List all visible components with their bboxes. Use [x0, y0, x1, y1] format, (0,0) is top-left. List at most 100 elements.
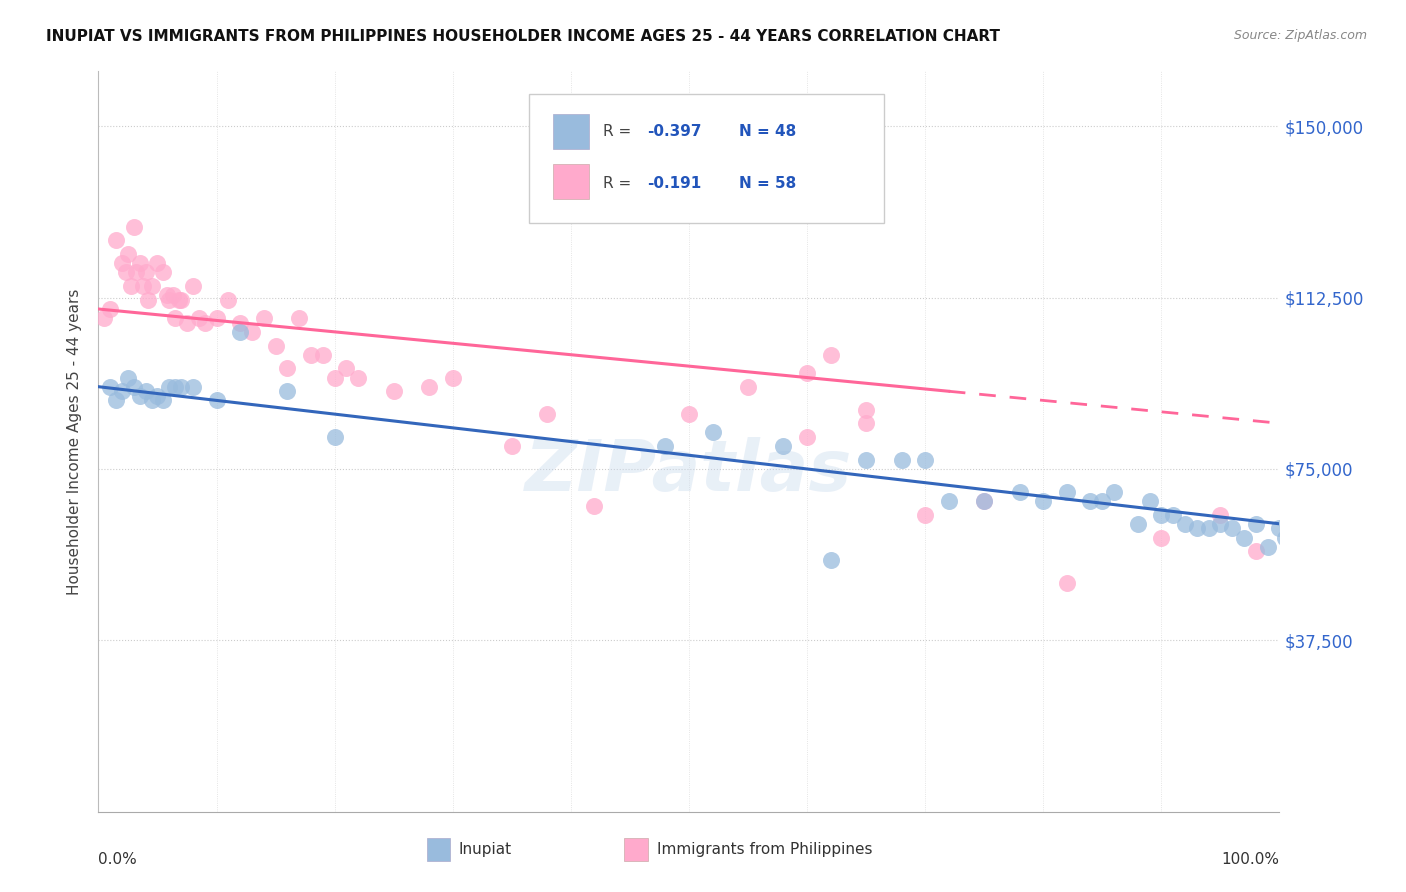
Text: Source: ZipAtlas.com: Source: ZipAtlas.com [1233, 29, 1367, 43]
Point [229, 316, 252, 330]
Point [167, 293, 190, 307]
Point [1091, 494, 1114, 508]
Point [128, 256, 150, 270]
Point [1150, 508, 1173, 522]
Point [1233, 531, 1256, 545]
Point [796, 366, 818, 380]
Point [654, 439, 676, 453]
Point [156, 288, 179, 302]
Point [536, 407, 558, 421]
Point [1008, 484, 1031, 499]
Point [914, 508, 936, 522]
Point [1185, 521, 1208, 535]
Point [1279, 521, 1302, 535]
Point [122, 380, 145, 394]
Point [938, 494, 960, 508]
Point [1209, 508, 1232, 522]
Text: Inupiat: Inupiat [458, 842, 512, 857]
Point [312, 348, 335, 362]
Point [1198, 521, 1220, 535]
Point [796, 430, 818, 444]
Point [855, 402, 877, 417]
Point [973, 494, 995, 508]
Point [276, 384, 298, 399]
Point [141, 393, 163, 408]
Point [1032, 494, 1054, 508]
Point [229, 325, 252, 339]
Point [146, 389, 169, 403]
Point [820, 348, 842, 362]
Point [1150, 531, 1173, 545]
Point [418, 380, 440, 394]
Point [973, 494, 995, 508]
Point [1080, 494, 1102, 508]
Point [105, 234, 128, 248]
Point [914, 452, 936, 467]
Point [205, 311, 228, 326]
Point [1244, 516, 1267, 531]
Point [217, 293, 239, 307]
Point [157, 293, 180, 307]
Point [323, 430, 346, 444]
Point [299, 348, 322, 362]
Point [121, 279, 143, 293]
Bar [427, 838, 450, 861]
Text: -0.397: -0.397 [648, 124, 702, 139]
Text: ZIPatlas: ZIPatlas [526, 437, 852, 506]
Point [678, 407, 700, 421]
Point [136, 293, 159, 307]
Point [820, 553, 842, 567]
Text: R =: R = [603, 124, 636, 139]
Point [855, 417, 877, 431]
Point [205, 393, 228, 408]
Point [117, 370, 139, 384]
Point [240, 325, 263, 339]
Text: 0.0%: 0.0% [98, 853, 138, 867]
Text: 100.0%: 100.0% [1222, 853, 1279, 867]
Point [93, 311, 115, 326]
Text: N = 48: N = 48 [738, 124, 796, 139]
Point [98, 380, 121, 394]
Point [152, 393, 174, 408]
Point [890, 452, 912, 467]
Point [1056, 484, 1078, 499]
Point [162, 288, 184, 302]
Point [105, 393, 128, 408]
Point [583, 499, 606, 513]
Point [1161, 508, 1184, 522]
Point [347, 370, 370, 384]
Point [111, 256, 134, 270]
Point [264, 338, 287, 352]
Text: -0.191: -0.191 [648, 176, 702, 191]
Point [855, 452, 877, 467]
Point [165, 311, 187, 326]
Point [111, 384, 134, 399]
FancyBboxPatch shape [530, 94, 884, 223]
Text: INUPIAT VS IMMIGRANTS FROM PHILIPPINES HOUSEHOLDER INCOME AGES 25 - 44 YEARS COR: INUPIAT VS IMMIGRANTS FROM PHILIPPINES H… [46, 29, 1001, 45]
Point [187, 311, 209, 326]
Point [181, 279, 204, 293]
Point [170, 293, 193, 307]
Point [1102, 484, 1125, 499]
Point [141, 279, 163, 293]
Point [1126, 516, 1149, 531]
Point [132, 279, 155, 293]
Point [501, 439, 523, 453]
Point [181, 380, 204, 394]
Point [441, 370, 464, 384]
Point [276, 361, 298, 376]
Point [1056, 576, 1078, 591]
Point [253, 311, 276, 326]
Point [737, 380, 759, 394]
Point [702, 425, 724, 440]
Point [157, 380, 180, 394]
Point [122, 219, 145, 234]
Point [176, 316, 198, 330]
Text: Immigrants from Philippines: Immigrants from Philippines [657, 842, 873, 857]
Point [146, 256, 169, 270]
Bar [553, 113, 589, 149]
Text: N = 58: N = 58 [738, 176, 796, 191]
Point [1274, 531, 1296, 545]
Point [117, 247, 139, 261]
Point [128, 389, 150, 403]
